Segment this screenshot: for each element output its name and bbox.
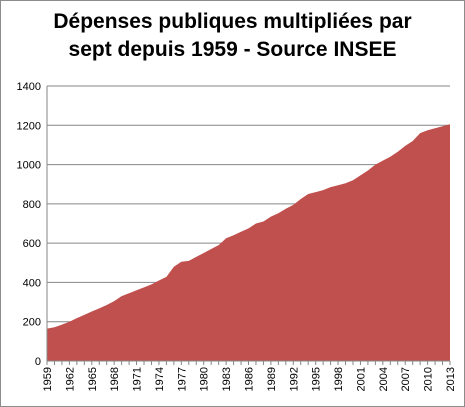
y-tick-label: 1200 (17, 120, 41, 132)
x-tick-label: 1989 (266, 367, 278, 391)
x-tick-label: 2013 (445, 367, 457, 391)
y-tick-label: 1400 (17, 81, 41, 93)
x-tick-label: 1986 (244, 367, 256, 391)
x-tick-label: 1971 (132, 367, 144, 391)
y-tick-label: 800 (23, 199, 41, 211)
y-tick-label: 200 (23, 317, 41, 329)
x-tick-label: 1965 (87, 367, 99, 391)
x-tick-label: 2001 (355, 367, 367, 391)
x-tick-label: 1980 (199, 367, 211, 391)
x-tick-label: 2007 (400, 367, 412, 391)
x-tick-label: 1998 (333, 367, 345, 391)
y-tick-label: 1000 (17, 160, 41, 172)
x-tick-label: 1974 (154, 367, 166, 391)
chart-title: Dépenses publiques multipliées par sept … (0, 8, 465, 64)
x-tick-label: 2004 (378, 367, 390, 391)
x-tick-label: 1962 (64, 367, 76, 391)
x-tick-label: 1968 (109, 367, 121, 391)
chart-title-line-2: sept depuis 1959 - Source INSEE (68, 38, 397, 61)
y-tick-label: 400 (23, 277, 41, 289)
chart-title-line-1: Dépenses publiques multipliées par (53, 10, 412, 33)
x-tick-label: 2010 (423, 367, 435, 391)
x-tick-label: 1992 (288, 367, 300, 391)
x-tick-label: 1983 (221, 367, 233, 391)
y-tick-label: 0 (35, 356, 41, 368)
x-tick-label: 1995 (311, 367, 323, 391)
area-series (47, 124, 450, 361)
x-tick-label: 1959 (42, 367, 54, 391)
x-tick-label: 1977 (176, 367, 188, 391)
y-tick-label: 600 (23, 238, 41, 250)
